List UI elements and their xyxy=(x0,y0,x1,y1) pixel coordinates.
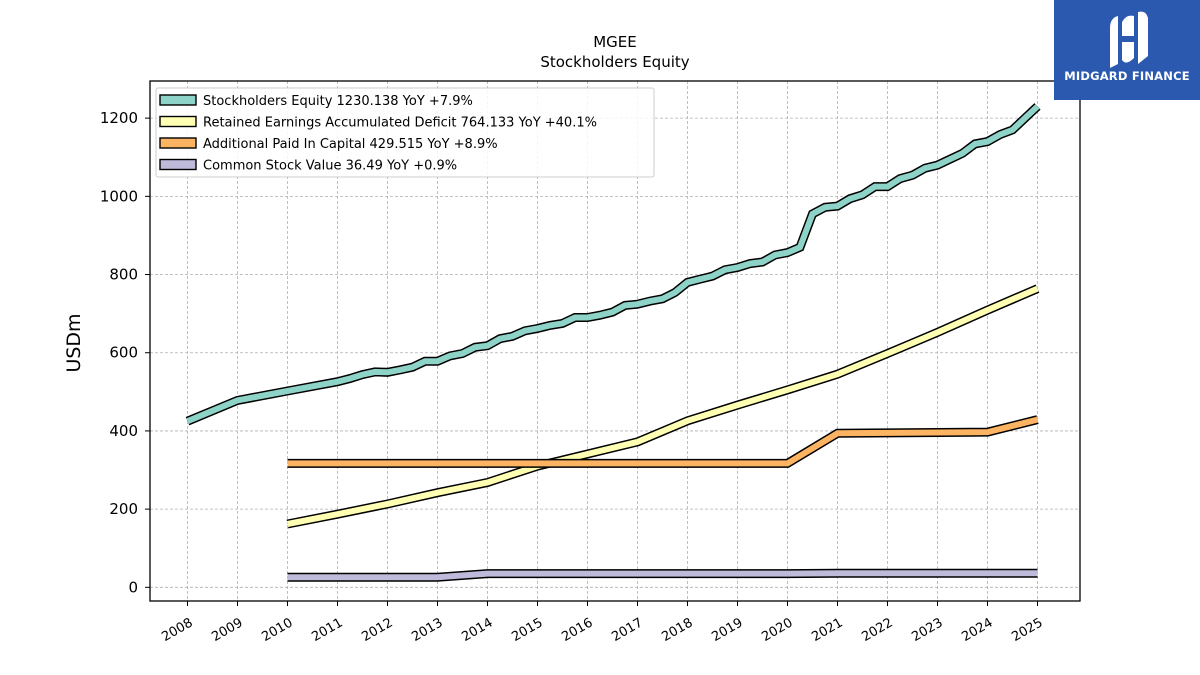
x-tick-label: 2018 xyxy=(659,615,695,645)
y-tick-label: 600 xyxy=(109,344,138,362)
legend-swatch xyxy=(159,94,197,106)
x-tick-label: 2020 xyxy=(759,615,795,645)
x-tick-label: 2012 xyxy=(359,615,395,645)
series-line xyxy=(286,285,1039,527)
x-tick-label: 2022 xyxy=(859,615,895,645)
x-tick-label: 2019 xyxy=(709,615,745,645)
legend-label: Retained Earnings Accumulated Deficit 76… xyxy=(203,116,597,131)
plot-frame xyxy=(149,80,1081,602)
legend-swatch xyxy=(159,158,197,171)
y-tick-label: 800 xyxy=(109,266,138,284)
x-tick-label: 2010 xyxy=(259,615,295,645)
series-outline xyxy=(287,415,1039,468)
y-tick-label: 200 xyxy=(109,500,138,518)
x-tick-label: 2023 xyxy=(909,615,945,645)
legend-swatch xyxy=(159,115,197,128)
chart-title: MGEE xyxy=(593,33,637,51)
x-tick-label: 2014 xyxy=(459,615,495,645)
y-tick-label: 400 xyxy=(109,422,138,440)
chart-subtitle: Stockholders Equity xyxy=(540,53,689,71)
x-tick-label: 2024 xyxy=(959,615,995,645)
brand-name: MIDGARD FINANCE xyxy=(1064,69,1190,83)
series-line xyxy=(287,570,1038,581)
midgard-logo-icon xyxy=(1110,11,1148,68)
legend-box xyxy=(155,87,655,178)
legend-label: Additional Paid In Capital 429.515 YoY +… xyxy=(203,137,498,152)
series-line xyxy=(287,416,1039,467)
legend-label: Common Stock Value 36.49 YoY +0.9% xyxy=(203,159,457,174)
y-tick-label: 1200 xyxy=(100,109,138,127)
legend-swatch xyxy=(159,137,197,149)
x-tick-label: 2009 xyxy=(209,615,245,645)
x-axis: 2008 2009 2010 2011 2012 2013 2014 2015 2016 2017… xyxy=(159,601,1046,645)
x-tick-label: 2015 xyxy=(509,615,545,645)
x-tick-label: 2013 xyxy=(409,615,445,645)
series-line xyxy=(186,104,1040,424)
y-tick-label: 1000 xyxy=(100,187,138,205)
y-tick-label: 0 xyxy=(128,578,138,596)
y-axis: 0 200 400 600 800 1000 1200 xyxy=(100,109,150,596)
series-outline xyxy=(286,284,1040,529)
y-axis-label: USDm xyxy=(63,313,85,372)
legend-label: Stockholders Equity 1230.138 YoY +7.9% xyxy=(203,94,473,109)
x-tick-label: 2008 xyxy=(159,615,195,645)
brand-logo: MIDGARD FINANCE xyxy=(1054,0,1200,100)
x-tick-label: 2016 xyxy=(559,615,595,645)
legend: Stockholders Equity 1230.138 YoY +7.9% Re… xyxy=(155,87,655,178)
x-tick-label: 2011 xyxy=(309,615,345,645)
x-tick-label: 2021 xyxy=(809,615,845,645)
x-tick-label: 2017 xyxy=(609,615,645,645)
series-lines xyxy=(185,103,1041,582)
x-tick-label: 2025 xyxy=(1009,615,1045,645)
